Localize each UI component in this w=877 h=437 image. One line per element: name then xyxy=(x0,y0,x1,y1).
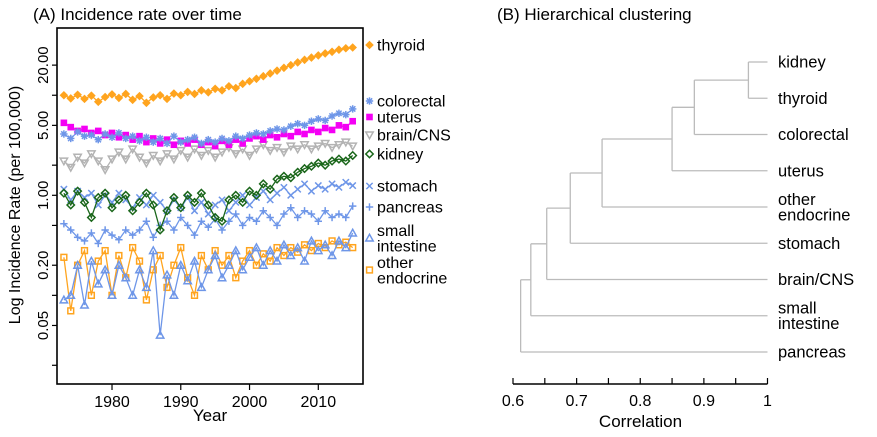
correlation-tick-label: 1 xyxy=(763,393,772,410)
legend-label-small-intestine: small xyxy=(377,223,414,240)
y-tick-label: 0.05 xyxy=(35,311,52,340)
correlation-axis: 0.6 0.7 0.8 0.9 1 xyxy=(502,378,772,410)
y-tick-label: 0.20 xyxy=(35,251,52,280)
dendro-label-other-endocrine: endocrine xyxy=(778,206,850,224)
panel-b-title: (B) Hierarchical clustering xyxy=(497,5,692,24)
dendrogram-labels: kidney thyroid colorectal uterus otherendocr… xyxy=(778,54,854,362)
x-tick-label: 2000 xyxy=(232,394,268,411)
legend-label-other-endocrine: other xyxy=(377,255,414,272)
x-tick-label: 1980 xyxy=(94,394,130,411)
dendro-label-stomach: stomach xyxy=(778,235,840,253)
legend-label-brain-cns: brain/CNS xyxy=(377,128,451,145)
series-kidney xyxy=(59,150,358,235)
dendro-label-brain-cns: brain/CNS xyxy=(778,271,854,289)
legend-item-stomach: stomach xyxy=(365,179,437,196)
correlation-tick-label: 0.7 xyxy=(566,393,588,410)
dendrogram-chart: kidney thyroid colorectal uterus otherendocr… xyxy=(502,54,854,411)
dendrogram-lines xyxy=(519,61,768,353)
dendro-label-thyroid: thyroid xyxy=(778,90,828,108)
dendro-label-other-endocrine: other xyxy=(778,191,816,209)
correlation-tick-label: 0.8 xyxy=(629,393,651,410)
dendro-label-colorectal: colorectal xyxy=(778,126,849,144)
y-tick-label: 5.00 xyxy=(35,111,52,140)
series-brain-cns xyxy=(58,138,358,176)
legend-label-colorectal: colorectal xyxy=(377,94,445,111)
legend-label-small-intestine: intestine xyxy=(377,238,437,255)
legend-label-thyroid: thyroid xyxy=(377,38,425,55)
correlation-tick-label: 0.9 xyxy=(693,393,715,410)
series-thyroid xyxy=(59,43,357,108)
dendro-label-uterus: uterus xyxy=(778,162,824,180)
legend-label-uterus: uterus xyxy=(377,110,421,127)
dendro-label-pancreas: pancreas xyxy=(778,344,846,362)
legend-label-other-endocrine: endocrine xyxy=(377,270,447,287)
legend-item-thyroid: thyroid xyxy=(365,38,425,55)
legend-label-pancreas: pancreas xyxy=(377,200,443,217)
y-tick-label: 20.00 xyxy=(35,46,52,84)
x-tick-label: 1990 xyxy=(163,394,199,411)
dendro-label-small-intestine: small xyxy=(778,300,817,318)
plot-box xyxy=(56,27,364,385)
panel-b-x-axis-label: Correlation xyxy=(598,412,683,431)
panel-a-title: (A) Incidence rate over time xyxy=(33,5,242,24)
legend-label-stomach: stomach xyxy=(377,179,437,196)
dendro-label-small-intestine: intestine xyxy=(778,315,839,333)
legend-item-uterus: uterus xyxy=(366,110,421,127)
x-tick-label: 2010 xyxy=(301,394,337,411)
y-tick-label: 1.00 xyxy=(35,181,52,210)
series-small-intestine xyxy=(58,227,358,339)
series-colorectal xyxy=(60,105,357,148)
series-other-endocrine xyxy=(60,237,357,315)
legend-item-colorectal: colorectal xyxy=(365,94,445,111)
panel-a-x-axis-label: Year xyxy=(192,406,228,425)
legend-item-pancreas: pancreas xyxy=(365,200,443,217)
incidence-line-chart: 20.00 5.00 1.00 0.20 0.05 1980 1990 2000 2010 thy… xyxy=(35,27,451,411)
correlation-tick-label: 0.6 xyxy=(502,393,524,410)
legend-item-kidney: kidney xyxy=(364,147,423,164)
legend-item-brain-cns: brain/CNS xyxy=(364,128,451,145)
plot-area: 20.00 5.00 1.00 0.20 0.05 1980 1990 2000 2010 xyxy=(35,46,336,411)
legend-label-kidney: kidney xyxy=(377,147,423,164)
series-pancreas xyxy=(60,202,357,248)
dendro-label-kidney: kidney xyxy=(778,54,826,72)
